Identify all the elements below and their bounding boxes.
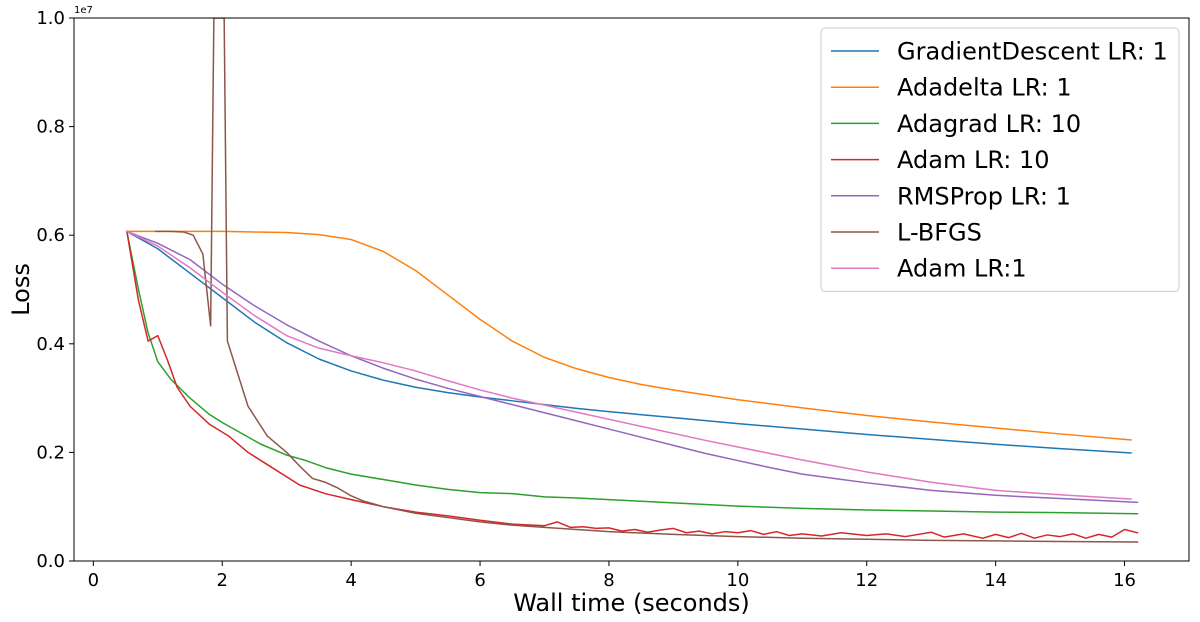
x-tick-label: 0: [88, 570, 99, 591]
series-line-1: [126, 230, 1132, 441]
y-tick-label: 0.4: [36, 334, 65, 355]
x-tick-label: 10: [726, 570, 749, 591]
legend-label: GradientDescent LR: 1: [897, 38, 1168, 66]
x-tick-label: 4: [345, 570, 356, 591]
series-line-4: [125, 230, 1139, 504]
x-tick-label: 12: [855, 570, 878, 591]
x-axis: 0 2 4 6 8 10 12 14 16: [88, 561, 1136, 591]
y-tick-label: 0.6: [36, 225, 65, 246]
series-line-3: [125, 230, 1139, 539]
x-tick-label: 14: [984, 570, 1007, 591]
x-axis-label: Wall time (seconds): [513, 589, 750, 617]
x-tick-label: 6: [474, 570, 485, 591]
legend-label: RMSProp LR: 1: [897, 182, 1071, 210]
x-tick-label: 2: [217, 570, 228, 591]
legend-label: L-BFGS: [897, 219, 982, 247]
series-line-5: [155, 18, 1139, 543]
series-line-2: [125, 230, 1139, 515]
x-tick-label: 8: [603, 570, 614, 591]
series-line-6: [125, 230, 1132, 500]
legend-label: Adagrad LR: 10: [897, 110, 1081, 138]
y-tick-label: 0.2: [36, 442, 65, 463]
y-tick-label: 0.8: [36, 117, 65, 138]
x-tick-label: 16: [1113, 570, 1136, 591]
series-layer: [125, 18, 1139, 543]
series-line-0: [125, 230, 1132, 454]
legend: GradientDescent LR: 1 Adadelta LR: 1 Adagr…: [820, 27, 1180, 292]
legend-label: Adam LR: 10: [897, 146, 1050, 174]
axes-frame: [73, 17, 1190, 562]
legend-box: [820, 27, 1180, 292]
y-tick-label: 0.0: [36, 551, 65, 572]
y-offset-label: 1e7: [74, 5, 93, 16]
y-tick-label: 1.0: [36, 8, 65, 29]
y-axis: 0.0 0.2 0.4 0.6 0.8 1.0: [36, 8, 74, 572]
y-axis-label: Loss: [7, 263, 35, 316]
legend-label: Adadelta LR: 1: [897, 74, 1072, 102]
legend-label: Adam LR:1: [897, 255, 1027, 283]
